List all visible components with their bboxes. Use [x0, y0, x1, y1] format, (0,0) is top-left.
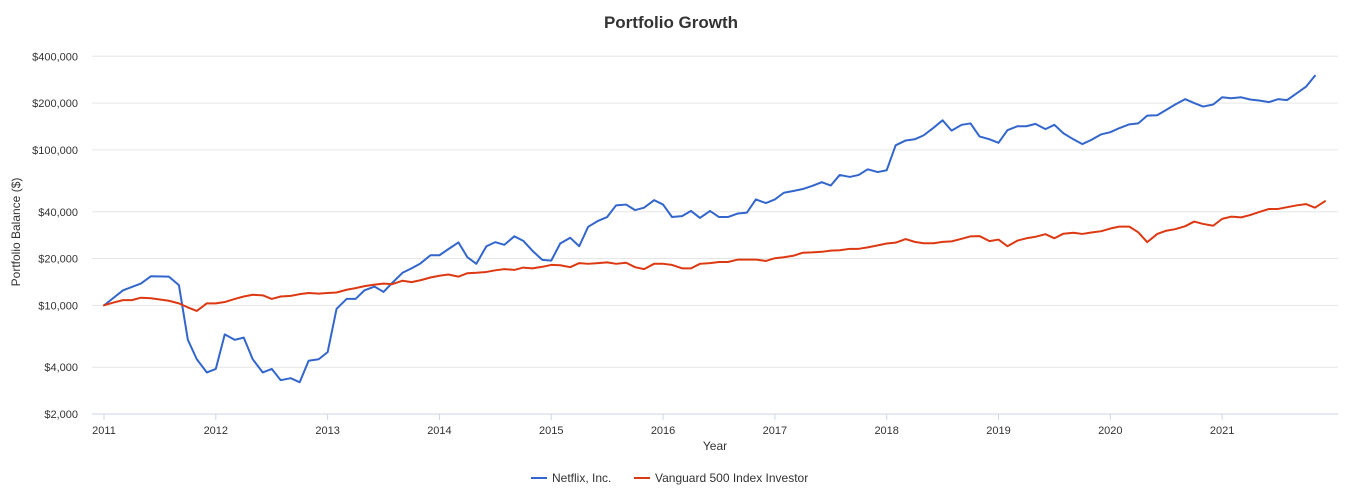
legend: Netflix, Inc. Vanguard 500 Index Investor [531, 471, 808, 485]
x-tick-label: 2016 [651, 425, 675, 437]
x-tick-label: 2013 [315, 425, 339, 437]
series-lines [103, 74, 1326, 384]
x-tick-label: 2014 [427, 425, 451, 437]
y-tick-label: $400,000 [32, 51, 78, 63]
x-tick-label: 2017 [763, 425, 787, 437]
y-tick-label: $100,000 [32, 145, 78, 157]
y-axis-ticks: $2,000 $4,000 $10,000 $20,000 $40,000 $100,00… [32, 51, 78, 421]
x-axis-ticks: 2011 2012 2013 2014 2015 2016 2017 2018 2019 2020… [92, 414, 1234, 437]
gridlines [92, 55, 1338, 415]
y-tick-label: $20,000 [38, 254, 78, 266]
x-tick-label: 2021 [1210, 425, 1234, 437]
x-axis-label: Year [703, 439, 727, 453]
x-tick-label: 2020 [1098, 425, 1122, 437]
y-tick-label: $4,000 [44, 362, 78, 374]
legend-label: Vanguard 500 Index Investor [655, 471, 808, 485]
x-tick-label: 2012 [204, 425, 228, 437]
x-tick-label: 2011 [92, 425, 116, 437]
y-tick-label: $2,000 [44, 409, 78, 421]
y-axis-label: Portfolio Balance ($) [9, 178, 23, 287]
x-tick-label: 2015 [539, 425, 563, 437]
series-line-netflix [103, 74, 1316, 384]
series-line-vanguard-500 [103, 200, 1326, 312]
y-tick-label: $10,000 [38, 300, 78, 312]
x-tick-label: 2018 [874, 425, 898, 437]
chart-title: Portfolio Growth [604, 13, 738, 32]
legend-label: Netflix, Inc. [552, 471, 611, 485]
legend-item[interactable]: Netflix, Inc. [531, 471, 611, 485]
y-tick-label: $40,000 [38, 207, 78, 219]
y-tick-label: $200,000 [32, 98, 78, 110]
x-tick-label: 2019 [986, 425, 1010, 437]
legend-item[interactable]: Vanguard 500 Index Investor [634, 471, 808, 485]
